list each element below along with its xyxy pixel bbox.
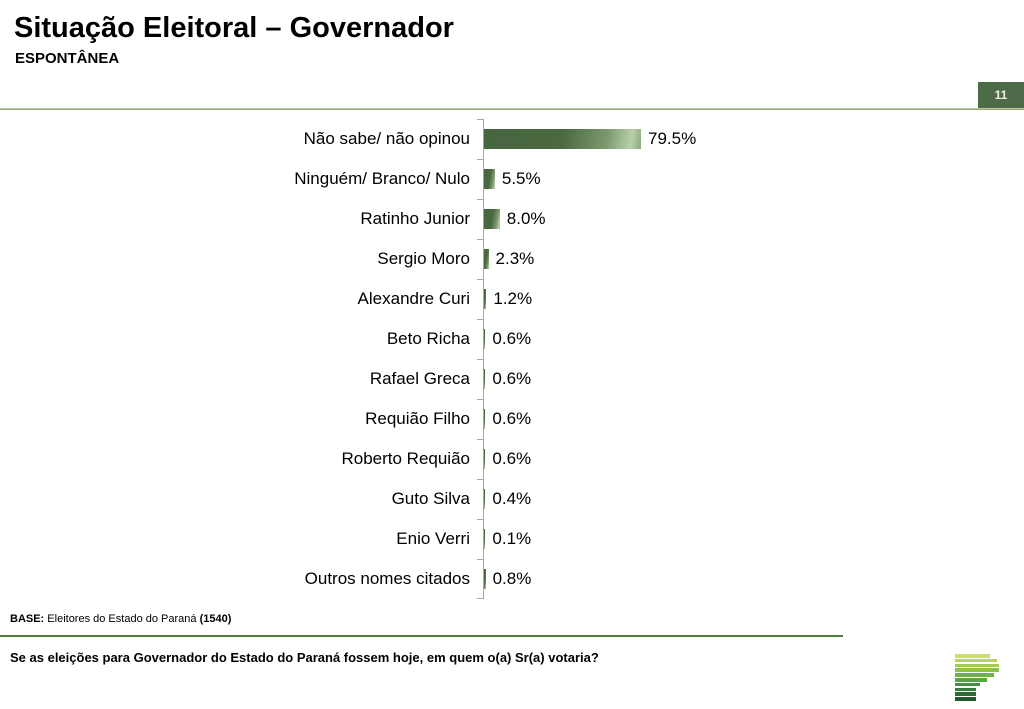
category-label: Não sabe/ não opinou (303, 129, 470, 148)
category-axis-line (483, 119, 484, 599)
value-label: 0.6% (492, 369, 532, 388)
chart-row: Roberto Requião 0.6% (0, 439, 1024, 479)
value-label: 0.6% (492, 409, 532, 428)
base-note: BASE: Eleitores do Estado do Paraná (154… (10, 613, 231, 625)
category-label: Enio Verri (396, 529, 470, 548)
value-label: 2.3% (495, 249, 535, 268)
bar (484, 249, 489, 269)
chart-row: Enio Verri 0.1% (0, 519, 1024, 559)
logo-stripe (955, 697, 976, 701)
axis-tick (477, 319, 483, 320)
axis-tick (477, 439, 483, 440)
bar (484, 489, 486, 509)
value-label: 1.2% (493, 289, 533, 308)
value-label: 79.5% (648, 129, 697, 148)
base-text: Eleitores do Estado do Paraná (44, 613, 200, 625)
category-label: Outros nomes citados (304, 569, 470, 588)
bar (484, 129, 641, 149)
logo-stripe (955, 663, 999, 668)
base-count: (1540) (199, 613, 232, 625)
category-label: Roberto Requião (341, 449, 470, 468)
chart-row: Guto Silva 0.4% (0, 479, 1024, 519)
chart-row: Não sabe/ não opinou 79.5% (0, 119, 1024, 159)
category-label: Ratinho Junior (360, 209, 470, 228)
logo-stripe (955, 673, 994, 677)
axis-tick (477, 199, 483, 200)
bar (484, 209, 500, 229)
bar (484, 409, 486, 429)
chart-row: Requião Filho 0.6% (0, 399, 1024, 439)
footer-divider (0, 635, 843, 637)
bar (484, 329, 486, 349)
logo-stripe (955, 692, 976, 696)
bar-chart: Não sabe/ não opinou 79.5% Ninguém/ Branco… (0, 119, 1024, 599)
axis-tick (477, 479, 483, 480)
value-label: 0.6% (492, 329, 532, 348)
survey-question: Se as eleições para Governador do Estado… (10, 650, 599, 665)
logo-stripe (955, 658, 997, 663)
bar (484, 449, 486, 469)
bar (484, 369, 486, 389)
chart-row: Ratinho Junior 8.0% (0, 199, 1024, 239)
value-label: 0.4% (492, 489, 532, 508)
axis-tick (477, 519, 483, 520)
value-label: 0.8% (492, 569, 532, 588)
chart-row: Rafael Greca 0.6% (0, 359, 1024, 399)
bar (484, 569, 486, 589)
chart-row: Beto Richa 0.6% (0, 319, 1024, 359)
value-label: 0.6% (492, 449, 532, 468)
logo-stripe (955, 682, 980, 687)
category-label: Rafael Greca (369, 369, 470, 388)
chart-row: Alexandre Curi 1.2% (0, 279, 1024, 319)
axis-tick (477, 119, 483, 120)
category-label: Beto Richa (386, 329, 470, 348)
axis-tick (477, 399, 483, 400)
base-label: BASE: (10, 613, 45, 625)
logo-stripe (955, 668, 999, 672)
logo-stripe (955, 678, 987, 682)
logo-stripe (955, 687, 976, 692)
value-label: 8.0% (506, 209, 546, 228)
bar (484, 529, 486, 549)
logo-stripe (955, 654, 990, 658)
bar (484, 169, 495, 189)
axis-tick (477, 359, 483, 360)
page-number-badge: 11 (978, 82, 1024, 108)
axis-tick (477, 239, 483, 240)
axis-tick (477, 279, 483, 280)
axis-tick (477, 598, 483, 599)
page-title: Situação Eleitoral – Governador (14, 12, 454, 44)
category-label: Sergio Moro (377, 249, 470, 268)
category-label: Ninguém/ Branco/ Nulo (294, 169, 470, 188)
category-label: Guto Silva (391, 489, 470, 508)
chart-row: Sergio Moro 2.3% (0, 239, 1024, 279)
value-label: 0.1% (492, 529, 532, 548)
chart-row: Ninguém/ Branco/ Nulo 5.5% (0, 159, 1024, 199)
axis-tick (477, 559, 483, 560)
value-label: 5.5% (501, 169, 541, 188)
category-label: Requião Filho (365, 409, 470, 428)
header-divider (0, 108, 1024, 110)
parana-pesquisas-logo (955, 654, 1003, 702)
category-label: Alexandre Curi (357, 289, 470, 308)
bar (484, 289, 487, 309)
axis-tick (477, 159, 483, 160)
page-subtitle: ESPONTÂNEA (15, 50, 120, 67)
chart-row: Outros nomes citados 0.8% (0, 559, 1024, 599)
